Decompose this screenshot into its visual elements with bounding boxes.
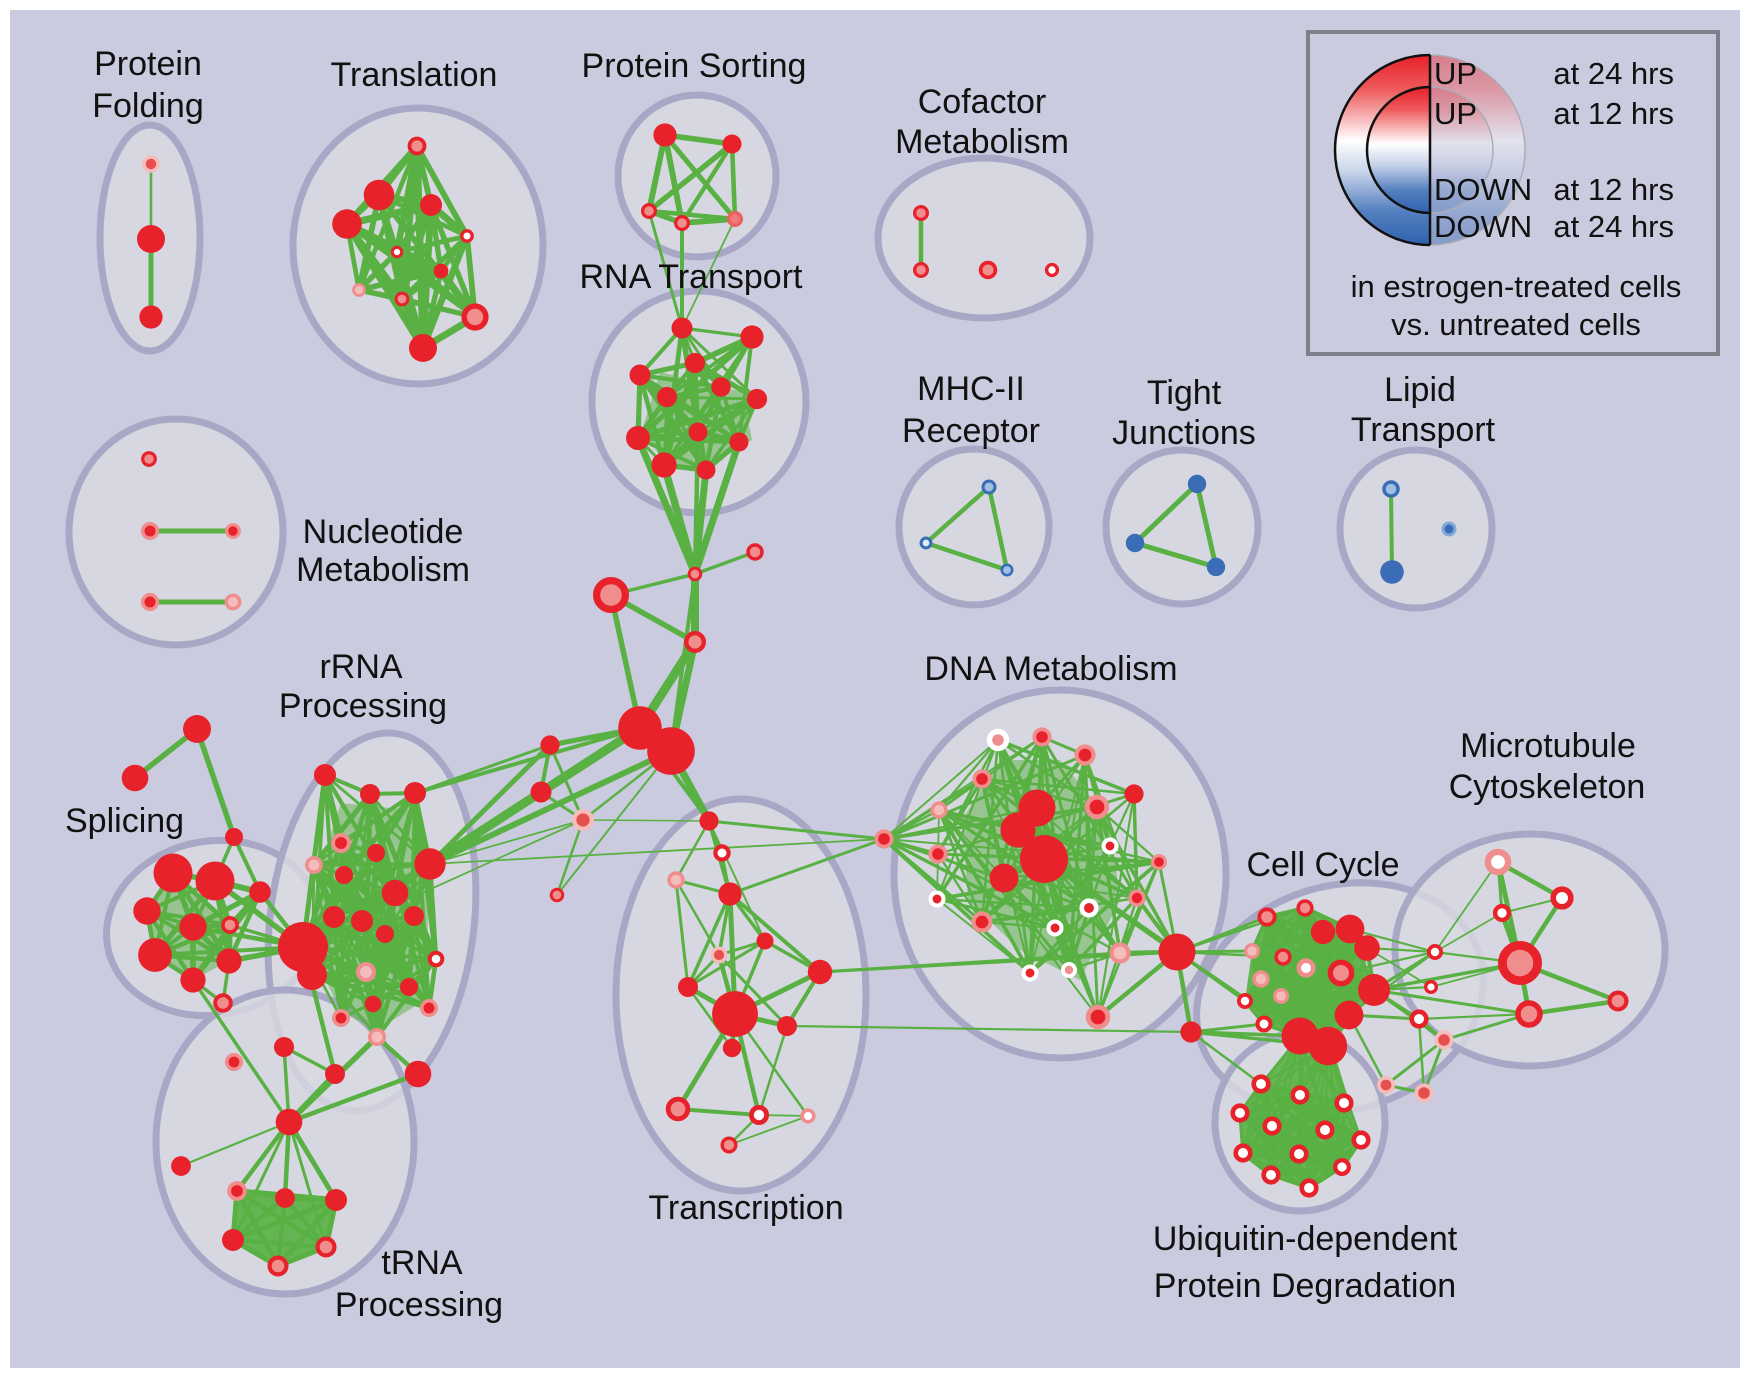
svg-text:DOWN: DOWN — [1434, 172, 1532, 207]
svg-text:Metabolism: Metabolism — [895, 123, 1069, 161]
svg-text:rRNA: rRNA — [319, 648, 402, 686]
svg-text:Metabolism: Metabolism — [296, 551, 470, 589]
svg-text:Nucleotide: Nucleotide — [303, 513, 464, 551]
svg-text:DNA Metabolism: DNA Metabolism — [924, 650, 1177, 688]
svg-text:at 12 hrs: at 12 hrs — [1553, 172, 1674, 207]
svg-text:Microtubule: Microtubule — [1460, 727, 1636, 765]
svg-text:RNA Transport: RNA Transport — [580, 258, 804, 296]
svg-text:Receptor: Receptor — [902, 412, 1040, 450]
svg-text:Cell Cycle: Cell Cycle — [1246, 846, 1399, 884]
svg-text:vs. untreated cells: vs. untreated cells — [1391, 307, 1641, 342]
svg-text:at 12 hrs: at 12 hrs — [1553, 96, 1674, 131]
svg-text:Lipid: Lipid — [1384, 371, 1456, 409]
svg-text:Cytoskeleton: Cytoskeleton — [1449, 768, 1646, 806]
svg-text:MHC-II: MHC-II — [917, 370, 1025, 408]
svg-text:UP: UP — [1434, 96, 1477, 131]
svg-text:UP: UP — [1434, 56, 1477, 91]
svg-text:Protein Degradation: Protein Degradation — [1154, 1267, 1456, 1305]
svg-text:tRNA: tRNA — [381, 1244, 463, 1282]
svg-text:Transport: Transport — [1351, 411, 1496, 449]
svg-text:Protein Sorting: Protein Sorting — [582, 47, 807, 85]
svg-text:at 24 hrs: at 24 hrs — [1553, 56, 1674, 91]
svg-text:Ubiquitin-dependent: Ubiquitin-dependent — [1153, 1220, 1458, 1258]
svg-text:Translation: Translation — [331, 56, 498, 94]
svg-text:Processing: Processing — [279, 687, 447, 725]
svg-text:in estrogen-treated cells: in estrogen-treated cells — [1351, 269, 1682, 304]
svg-text:Folding: Folding — [92, 87, 204, 125]
svg-text:Processing: Processing — [335, 1286, 503, 1324]
svg-text:Cofactor: Cofactor — [918, 83, 1047, 121]
svg-text:Junctions: Junctions — [1112, 414, 1256, 452]
svg-text:DOWN: DOWN — [1434, 209, 1532, 244]
svg-text:Protein: Protein — [94, 45, 202, 83]
svg-text:at 24 hrs: at 24 hrs — [1553, 209, 1674, 244]
svg-text:Splicing: Splicing — [65, 802, 184, 840]
svg-text:Tight: Tight — [1147, 374, 1222, 412]
svg-text:Transcription: Transcription — [648, 1189, 843, 1227]
